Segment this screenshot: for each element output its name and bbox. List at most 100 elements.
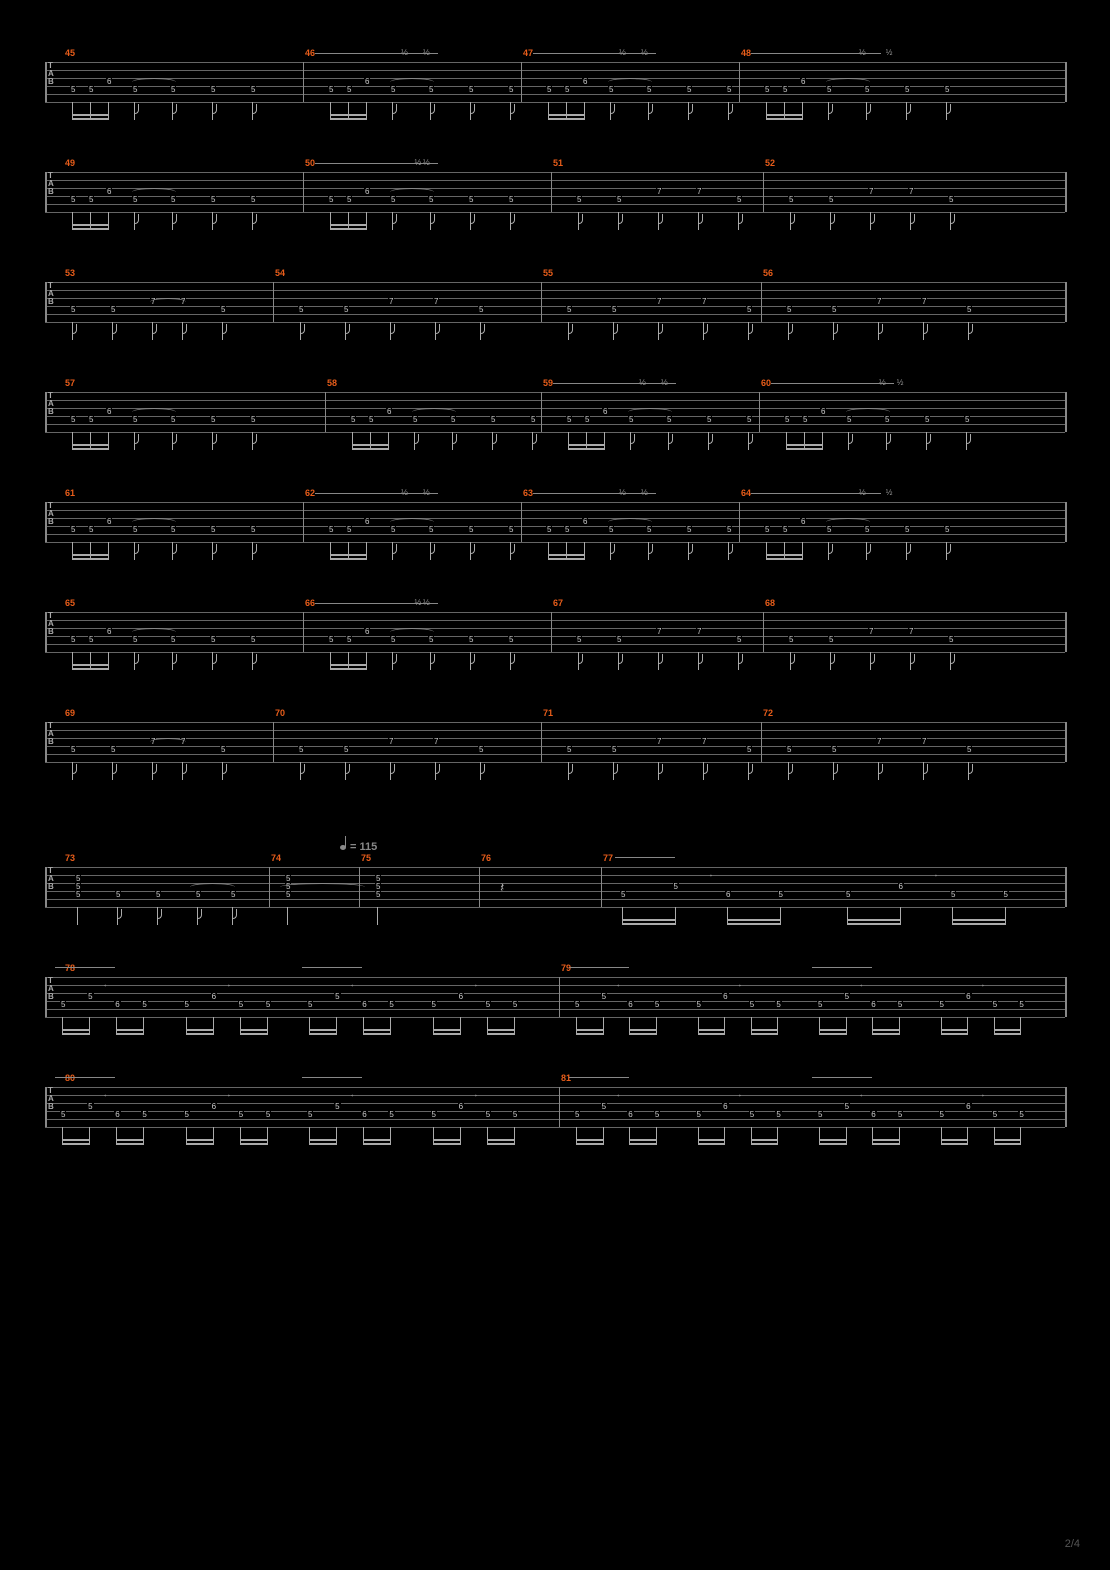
fret-number: 5 bbox=[948, 196, 954, 204]
fret-number: 5 bbox=[616, 636, 622, 644]
fret-number: 5 bbox=[110, 746, 116, 754]
barline bbox=[45, 722, 47, 762]
fret-number: 5 bbox=[170, 416, 176, 424]
fret-number: 5 bbox=[530, 416, 536, 424]
fret-number: 5 bbox=[250, 526, 256, 534]
fret-number: 5 bbox=[778, 891, 784, 899]
fret-number: 5 bbox=[775, 1111, 781, 1119]
fret-number: 5 bbox=[826, 86, 832, 94]
measure-number: 70 bbox=[275, 708, 285, 718]
barline bbox=[739, 62, 740, 102]
fret-number: 5 bbox=[948, 636, 954, 644]
fret-number: 5 bbox=[736, 196, 742, 204]
fret-number: 5 bbox=[141, 1001, 147, 1009]
fret-number: 5 bbox=[944, 526, 950, 534]
fret-number: 6 bbox=[582, 78, 588, 86]
fret-number: 5 bbox=[884, 416, 890, 424]
bend-marking: ½ bbox=[886, 48, 893, 57]
fret-number: 5 bbox=[566, 416, 572, 424]
fret-number: 5 bbox=[966, 746, 972, 754]
fret-number: 7 bbox=[876, 738, 882, 746]
rest: 𝆹 bbox=[351, 1089, 354, 1100]
barline bbox=[1065, 1087, 1067, 1127]
bend-marking: ½ bbox=[415, 158, 422, 167]
fret-number: 5 bbox=[601, 1103, 607, 1111]
fret-number: 5 bbox=[666, 416, 672, 424]
barline bbox=[1065, 172, 1067, 212]
fret-number: 5 bbox=[831, 746, 837, 754]
fret-number: 5 bbox=[70, 306, 76, 314]
fret-number: 5 bbox=[686, 526, 692, 534]
fret-number: 7 bbox=[701, 738, 707, 746]
fret-number: 6 bbox=[114, 1001, 120, 1009]
measure-number: 78 bbox=[65, 963, 75, 973]
fret-number: 5 bbox=[220, 306, 226, 314]
fret-number: 5 bbox=[1018, 1001, 1024, 1009]
fret-number: 5 bbox=[328, 636, 334, 644]
fret-number: 5 bbox=[826, 526, 832, 534]
fret-number: 5 bbox=[220, 746, 226, 754]
fret-number: 5 bbox=[736, 636, 742, 644]
measure-number: 81 bbox=[561, 1073, 571, 1083]
fret-number: 6 bbox=[800, 518, 806, 526]
fret-number: 6 bbox=[106, 188, 112, 196]
staff-lines bbox=[45, 722, 1065, 770]
fret-number: 6 bbox=[582, 518, 588, 526]
fret-number: 5 bbox=[828, 636, 834, 644]
fret-number: 5 bbox=[88, 636, 94, 644]
barline bbox=[763, 172, 764, 212]
fret-number: 5 bbox=[904, 86, 910, 94]
measure-number: 58 bbox=[327, 378, 337, 388]
fret-number: 7 bbox=[388, 738, 394, 746]
fret-number: 5 bbox=[210, 636, 216, 644]
fret-number: 6 bbox=[602, 408, 608, 416]
fret-number: 6 bbox=[898, 883, 904, 891]
fret-number: 6 bbox=[211, 993, 217, 1001]
fret-number: 5 bbox=[576, 636, 582, 644]
measure-number: 61 bbox=[65, 488, 75, 498]
fret-number: 5 bbox=[764, 86, 770, 94]
fret-number: 6 bbox=[361, 1001, 367, 1009]
fret-number: 5 bbox=[1003, 891, 1009, 899]
fret-number: 5 bbox=[764, 526, 770, 534]
fret-number: 6 bbox=[386, 408, 392, 416]
fret-number: 5 bbox=[546, 526, 552, 534]
fret-number: 7 bbox=[656, 738, 662, 746]
fret-number: 6 bbox=[870, 1111, 876, 1119]
fret-number: 5 bbox=[238, 1111, 244, 1119]
barline bbox=[541, 282, 542, 322]
fret-number: 5 bbox=[817, 1001, 823, 1009]
fret-number: 5 bbox=[608, 86, 614, 94]
fret-number: 6 bbox=[870, 1001, 876, 1009]
fret-number: 5 bbox=[788, 196, 794, 204]
fret-number: 6 bbox=[114, 1111, 120, 1119]
measure-number: 75 bbox=[361, 853, 371, 863]
fret-number: 5 bbox=[265, 1001, 271, 1009]
fret-number: 5 bbox=[70, 196, 76, 204]
tab-clef: TAB bbox=[48, 392, 54, 416]
fret-number: 5 bbox=[328, 86, 334, 94]
tab-clef: TAB bbox=[48, 722, 54, 746]
barline bbox=[1065, 282, 1067, 322]
barline bbox=[45, 392, 47, 432]
measure-number: 73 bbox=[65, 853, 75, 863]
fret-number: 5 bbox=[944, 86, 950, 94]
fret-number: 6 bbox=[965, 993, 971, 1001]
barline bbox=[303, 62, 304, 102]
fret-number: 5 bbox=[846, 416, 852, 424]
fret-number: 7 bbox=[701, 298, 707, 306]
fret-number: 5 bbox=[468, 636, 474, 644]
fret-number: 7 bbox=[656, 628, 662, 636]
fret-number: 7 bbox=[868, 188, 874, 196]
tab-system: TAB655565555665565555½½67557756855775 bbox=[45, 600, 1065, 660]
fret-number: 5 bbox=[343, 746, 349, 754]
fret-number: 5 bbox=[412, 416, 418, 424]
fret-number: 5 bbox=[141, 1111, 147, 1119]
fret-number: 5 bbox=[70, 526, 76, 534]
barline bbox=[541, 722, 542, 762]
barline bbox=[1065, 867, 1067, 907]
fret-number: 5 bbox=[250, 636, 256, 644]
fret-number: 6 bbox=[211, 1103, 217, 1111]
fret-number: 5 bbox=[786, 746, 792, 754]
fret-number: 5 bbox=[726, 86, 732, 94]
